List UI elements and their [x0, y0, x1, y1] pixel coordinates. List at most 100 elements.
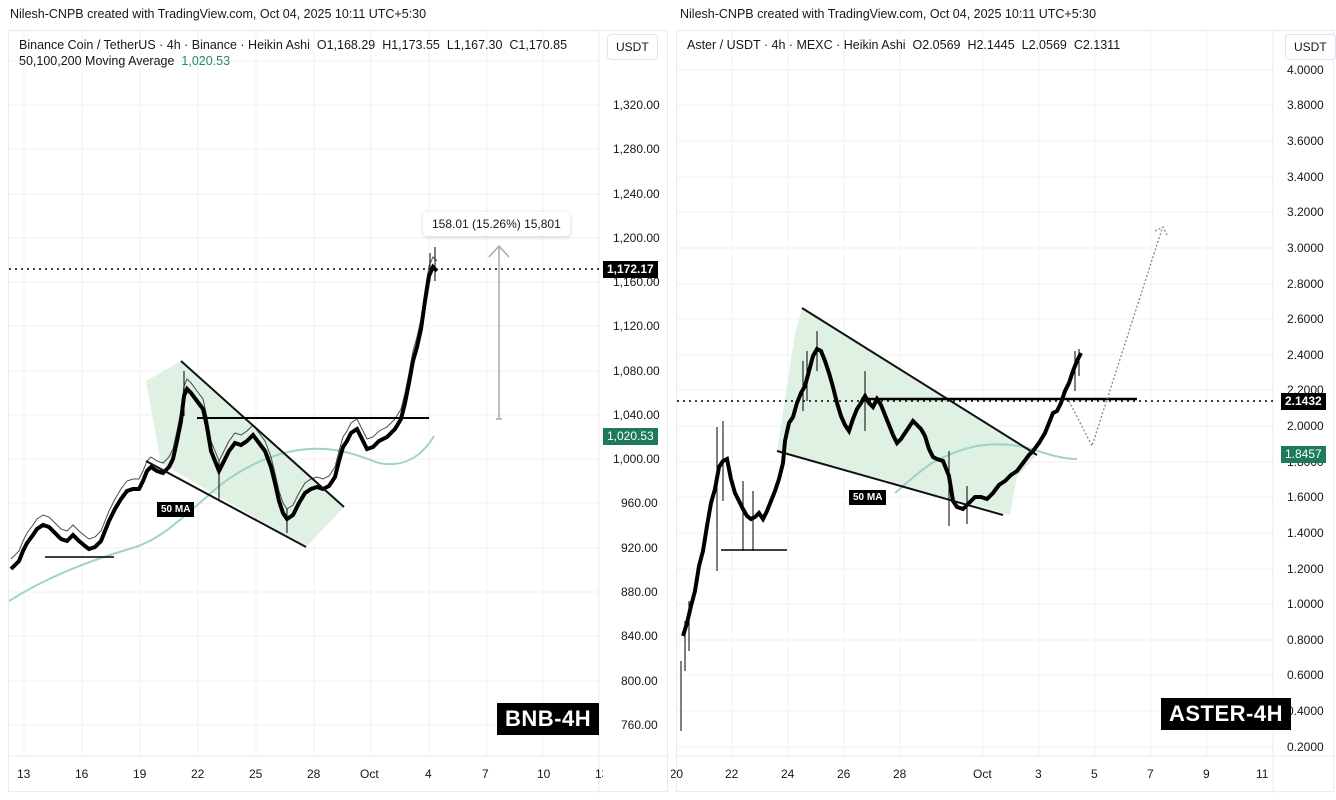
time-tick: 10 — [537, 767, 551, 781]
aster-legend: Aster / USDT · 4h · MEXC · Heikin Ashi O… — [687, 37, 1120, 53]
chart-tag-label[interactable]: BNB-4H — [497, 703, 600, 735]
price-tick: 0.6000 — [1287, 668, 1324, 682]
price-tick: 1.0000 — [1287, 597, 1324, 611]
time-tick: Oct — [973, 767, 992, 781]
candlesticks — [680, 331, 1083, 731]
ohlc-open: O2.0569 — [912, 38, 961, 52]
bnb-chart-panel: Nilesh-CNPB created with TradingView.com… — [8, 7, 669, 793]
currency-unit-button[interactable]: USDT — [607, 34, 658, 60]
time-tick: 4 — [425, 767, 432, 781]
bnb-legend: Binance Coin / TetherUS · 4h · Binance ·… — [19, 37, 567, 69]
time-tick: 13 — [17, 767, 31, 781]
last-price-tag: 1,172.17 — [603, 261, 658, 278]
price-tick: 1.2000 — [1287, 562, 1324, 576]
time-tick: 11 — [1256, 767, 1269, 781]
chart-credit: Nilesh-CNPB created with TradingView.com… — [10, 7, 427, 21]
time-tick: 28 — [307, 767, 321, 781]
time-tick: 5 — [1091, 767, 1098, 781]
ma-legend-value: 1,020.53 — [181, 54, 231, 68]
symbol-info: Aster / USDT · 4h · MEXC · Heikin Ashi — [687, 38, 906, 52]
ohlc-high: H1,173.55 — [382, 38, 440, 52]
price-tick: 1,200.00 — [613, 231, 660, 245]
grid-lines — [677, 31, 1273, 756]
price-tick: 0.2000 — [1287, 740, 1324, 754]
price-tick: 1,000.00 — [613, 452, 660, 466]
symbol-info: Binance Coin / TetherUS · 4h · Binance ·… — [19, 38, 310, 52]
moving-average-line — [894, 443, 1078, 494]
flag-upper-line — [180, 360, 345, 508]
time-tick: 13 — [595, 767, 603, 781]
price-tick: 3.2000 — [1287, 205, 1324, 219]
aster-chart-canvas[interactable] — [677, 31, 1335, 793]
time-tick: 19 — [133, 767, 147, 781]
price-tick: 0.4000 — [1287, 704, 1324, 718]
price-tick: 1,320.00 — [613, 98, 660, 112]
price-tick: 1,040.00 — [613, 408, 660, 422]
time-tick: 24 — [781, 767, 795, 781]
time-tick: 22 — [725, 767, 739, 781]
price-tick: 4.0000 — [1287, 63, 1324, 77]
bull-flag-pattern — [146, 361, 344, 547]
ohlc-low: L2.0569 — [1021, 38, 1067, 52]
ma-price-tag: 1.8457 — [1281, 446, 1326, 463]
aster-chart-frame: Aster / USDT · 4h · MEXC · Heikin Ashi O… — [671, 30, 1336, 793]
price-tick: 2.6000 — [1287, 312, 1324, 326]
last-price-tag: 2.1432 — [1281, 393, 1326, 410]
time-tick: 26 — [837, 767, 851, 781]
price-tick: 1,160.00 — [613, 275, 660, 289]
candlesticks — [9, 247, 439, 571]
time-tick: 28 — [893, 767, 907, 781]
price-tick: 800.00 — [621, 674, 658, 688]
price-tick: 1.4000 — [1287, 526, 1324, 540]
time-tick: 7 — [482, 767, 489, 781]
price-tick: 0.8000 — [1287, 633, 1324, 647]
price-tick: 1,240.00 — [613, 187, 660, 201]
ohlc-low: L1,167.30 — [446, 38, 503, 52]
time-tick: 9 — [1203, 767, 1210, 781]
projected-path — [1068, 226, 1168, 448]
price-tick: 3.0000 — [1287, 241, 1324, 255]
wedge-upper-line — [801, 307, 1038, 456]
time-tick: 22 — [191, 767, 205, 781]
chart-credit: Nilesh-CNPB created with TradingView.com… — [680, 7, 1097, 21]
ohlc-high: H2.1445 — [967, 38, 1015, 52]
price-tick: 2.8000 — [1287, 277, 1324, 291]
measure-label[interactable]: 158.01 (15.26%) 15,801 — [423, 212, 570, 236]
wedge-lower-line — [776, 450, 1004, 516]
price-tick: 1,280.00 — [613, 142, 660, 156]
price-tick: 1.6000 — [1287, 490, 1324, 504]
price-tick: 1,080.00 — [613, 364, 660, 378]
grid-lines — [9, 31, 599, 756]
time-tick: 16 — [75, 767, 89, 781]
flag-lower-line — [145, 460, 307, 548]
ma-price-tag: 1,020.53 — [603, 428, 658, 445]
measure-arrow — [488, 244, 510, 420]
chart-tag-label[interactable]: ASTER-4H — [1161, 698, 1292, 730]
price-tick: 2.4000 — [1287, 348, 1324, 362]
price-tick: 1,120.00 — [613, 319, 660, 333]
ma-annotation-label[interactable]: 50 MA — [849, 490, 887, 505]
ohlc-close: C1,170.85 — [509, 38, 568, 52]
price-tick: 960.00 — [621, 496, 658, 510]
currency-unit-button[interactable]: USDT — [1285, 34, 1336, 60]
time-tick: 3 — [1035, 767, 1042, 781]
price-tick: 760.00 — [621, 718, 658, 732]
bnb-chart-frame: Binance Coin / TetherUS · 4h · Binance ·… — [8, 30, 669, 793]
time-tick: 20 — [671, 767, 683, 781]
time-tick: 25 — [249, 767, 263, 781]
price-tick: 3.8000 — [1287, 98, 1324, 112]
ohlc-open: O1,168.29 — [316, 38, 376, 52]
bnb-chart-canvas[interactable] — [9, 31, 669, 793]
falling-wedge-pattern — [777, 309, 1037, 515]
price-tick: 2.0000 — [1287, 419, 1324, 433]
price-tick: 840.00 — [621, 629, 658, 643]
time-tick: Oct — [360, 767, 379, 781]
ohlc-close: C2.1311 — [1073, 38, 1121, 52]
price-tick: 3.6000 — [1287, 134, 1324, 148]
time-tick: 7 — [1147, 767, 1154, 781]
ma-annotation-label[interactable]: 50 MA — [157, 502, 195, 517]
ma-legend-row[interactable]: 50,100,200 Moving Average 1,020.53 — [19, 53, 567, 69]
price-tick: 3.4000 — [1287, 170, 1324, 184]
price-tick: 920.00 — [621, 541, 658, 555]
aster-chart-panel: Nilesh-CNPB created with TradingView.com… — [670, 0, 1336, 800]
